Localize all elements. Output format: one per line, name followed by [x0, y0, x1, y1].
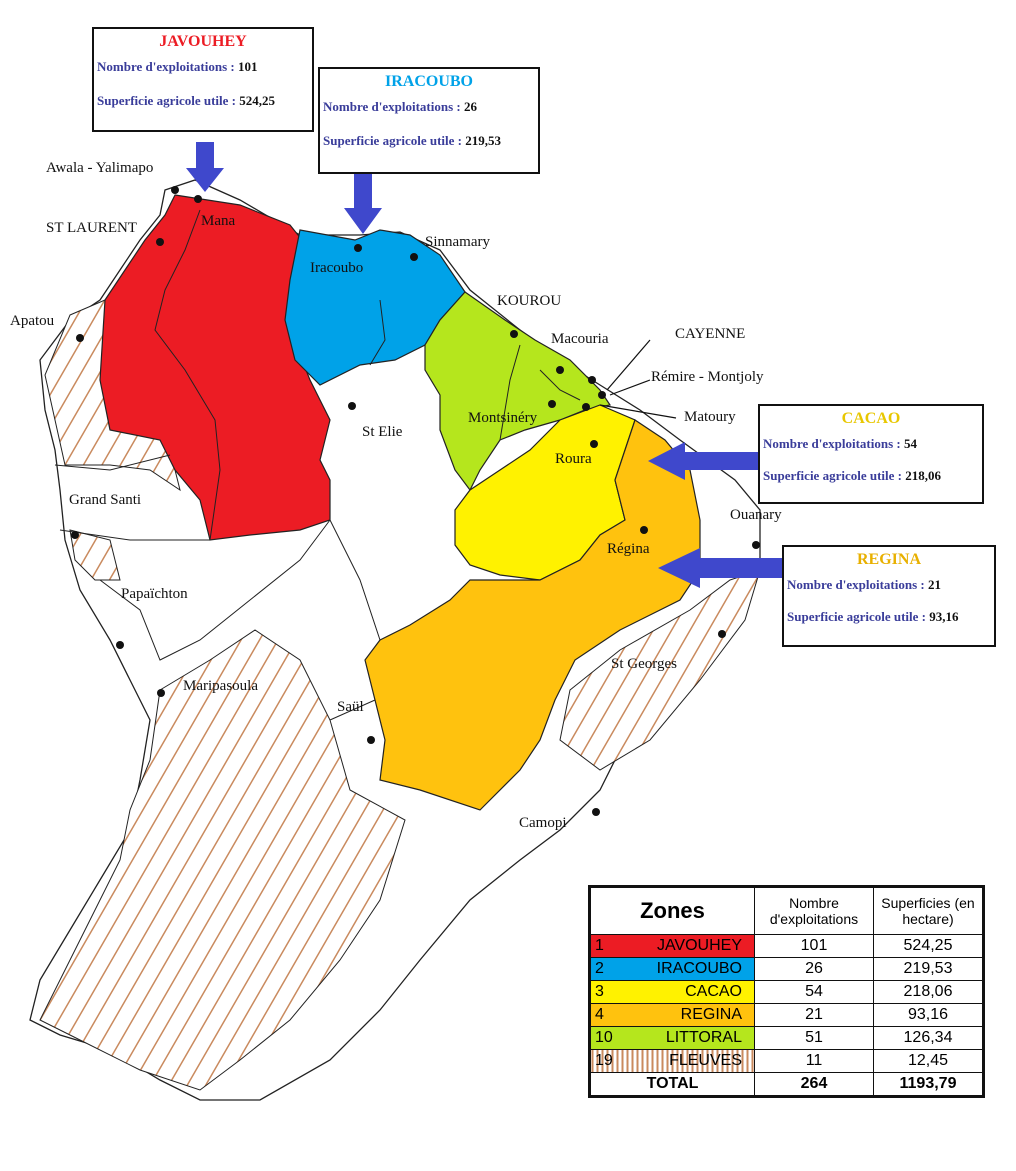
- zone-number: 19: [595, 1052, 613, 1069]
- nombre-cell: 21: [754, 1003, 874, 1027]
- callout-line-2: Superficie agricole utile : 219,53: [323, 133, 501, 148]
- zone-cell: 4 REGINA: [589, 1003, 755, 1027]
- label-roura: Roura: [555, 451, 592, 467]
- table-row: 10 LITTORAL 51 126,34: [589, 1026, 984, 1050]
- commune-boundaries: [54, 209, 581, 721]
- nombre-cell: 54: [754, 980, 874, 1004]
- label-st-laurent: ST LAURENT: [46, 220, 137, 236]
- label-montsinery: Montsinéry: [468, 410, 538, 426]
- label-camopi: Camopi: [519, 815, 567, 831]
- label-macouria: Macouria: [551, 331, 609, 347]
- zone-number: 4: [595, 1006, 604, 1023]
- superficie-cell: 12,45: [873, 1049, 984, 1073]
- arrow-cacao: [648, 442, 758, 480]
- header-zones: Zones: [589, 886, 755, 935]
- table-body: 1 JAVOUHEY 101 524,25 2 IRACOUBO 26 219,53 3 CACA…: [589, 934, 984, 1073]
- zone-number: 2: [595, 960, 604, 977]
- superficie-cell: 524,25: [873, 934, 984, 958]
- callout-javouhey: JAVOUHEY Nombre d'exploitations : 101 Su…: [92, 27, 314, 132]
- nombre-cell: 26: [754, 957, 874, 981]
- table-row: 4 REGINA 21 93,16: [589, 1003, 984, 1027]
- zone-cell: 10 LITTORAL: [589, 1026, 755, 1050]
- zone-name: IRACOUBO: [656, 960, 742, 977]
- callout-title: CACAO: [841, 410, 901, 427]
- label-apatou: Apatou: [10, 313, 55, 329]
- arrow-regina: [658, 548, 782, 588]
- zone-name: JAVOUHEY: [656, 937, 742, 954]
- callout-title: IRACOUBO: [384, 73, 473, 90]
- callout-title: REGINA: [856, 551, 921, 568]
- label-mana: Mana: [201, 213, 235, 229]
- zone-cell: 2 IRACOUBO: [589, 957, 755, 981]
- label-sinnamary: Sinnamary: [425, 234, 490, 250]
- callout-line-1: Nombre d'exploitations : 101: [97, 59, 258, 74]
- label-cayenne: CAYENNE: [675, 326, 745, 342]
- callout-cacao: CACAO Nombre d'exploitations : 54 Superf…: [758, 404, 984, 504]
- superficie-cell: 219,53: [873, 957, 984, 981]
- zone-cell: 19 FLEUVES: [589, 1049, 755, 1073]
- callout-line-1: Nombre d'exploitations : 26: [323, 99, 477, 114]
- arrows: [186, 142, 782, 588]
- callout-line-1: Nombre d'exploitations : 21: [787, 577, 941, 592]
- label-saul: Saül: [337, 699, 364, 715]
- nombre-cell: 101: [754, 934, 874, 958]
- arrow-javouhey: [186, 142, 224, 192]
- label-iracoubo: Iracoubo: [310, 260, 363, 276]
- zone-number: 1: [595, 937, 604, 954]
- label-matoury: Matoury: [684, 409, 736, 425]
- zone-regina: [364, 419, 701, 811]
- label-maripasoula: Maripasoula: [183, 678, 258, 694]
- zone-fleuves-grandsanti: [69, 529, 121, 581]
- callout-line-2: Superficie agricole utile : 218,06: [763, 468, 941, 483]
- callout-title: JAVOUHEY: [159, 33, 247, 50]
- table-row: 1 JAVOUHEY 101 524,25: [589, 934, 984, 958]
- zone-name: REGINA: [680, 1006, 742, 1023]
- zone-number: 10: [595, 1029, 613, 1046]
- callout-line-2: Superficie agricole utile : 524,25: [97, 93, 275, 108]
- callout-line-1: Nombre d'exploitations : 54: [763, 436, 917, 451]
- label-regina: Régina: [607, 541, 650, 557]
- label-awala: Awala - Yalimapo: [46, 160, 153, 176]
- zone-cell: 1 JAVOUHEY: [589, 934, 755, 958]
- table-total-row: TOTAL 264 1193,79: [589, 1072, 984, 1097]
- label-ouanary: Ouanary: [730, 507, 782, 523]
- zone-name: LITTORAL: [665, 1029, 742, 1046]
- zone-name: CACAO: [685, 983, 742, 1000]
- label-grand-santi: Grand Santi: [69, 492, 141, 508]
- zone-fleuves-stgeorges: [559, 569, 761, 771]
- total-nombre: 264: [754, 1072, 874, 1097]
- total-label: TOTAL: [589, 1072, 755, 1097]
- header-nombre: Nombre d'exploitations: [754, 886, 874, 935]
- zone-name: FLEUVES: [669, 1052, 742, 1069]
- superficie-cell: 126,34: [873, 1026, 984, 1050]
- zone-cell: 3 CACAO: [589, 980, 755, 1004]
- header-superficies: Superficies (en hectare): [873, 886, 984, 935]
- superficie-cell: 218,06: [873, 980, 984, 1004]
- nombre-cell: 51: [754, 1026, 874, 1050]
- label-papaichton: Papaïchton: [121, 586, 188, 602]
- table-header-row: Zones Nombre d'exploitations Superficies…: [589, 886, 984, 935]
- label-remire: Rémire - Montjoly: [651, 369, 764, 385]
- total-superficie: 1193,79: [873, 1072, 984, 1097]
- label-st-georges: St Georges: [611, 656, 677, 672]
- nombre-cell: 11: [754, 1049, 874, 1073]
- summary-table: Zones Nombre d'exploitations Superficies…: [588, 885, 985, 1098]
- label-st-elie: St Elie: [362, 424, 403, 440]
- table-row: 2 IRACOUBO 26 219,53: [589, 957, 984, 981]
- arrow-iracoubo: [344, 174, 382, 234]
- superficie-cell: 93,16: [873, 1003, 984, 1027]
- callout-iracoubo: IRACOUBO Nombre d'exploitations : 26 Sup…: [318, 67, 540, 174]
- callout-line-2: Superficie agricole utile : 93,16: [787, 609, 959, 624]
- label-kourou: KOUROU: [497, 293, 561, 309]
- zone-number: 3: [595, 983, 604, 1000]
- callout-regina: REGINA Nombre d'exploitations : 21 Super…: [782, 545, 996, 647]
- commune-markers: [71, 186, 760, 816]
- table-row: 19 FLEUVES 11 12,45: [589, 1049, 984, 1073]
- table-row: 3 CACAO 54 218,06: [589, 980, 984, 1004]
- zone-fleuves-maripasoula: [39, 629, 406, 1091]
- leader-lines: [599, 339, 677, 419]
